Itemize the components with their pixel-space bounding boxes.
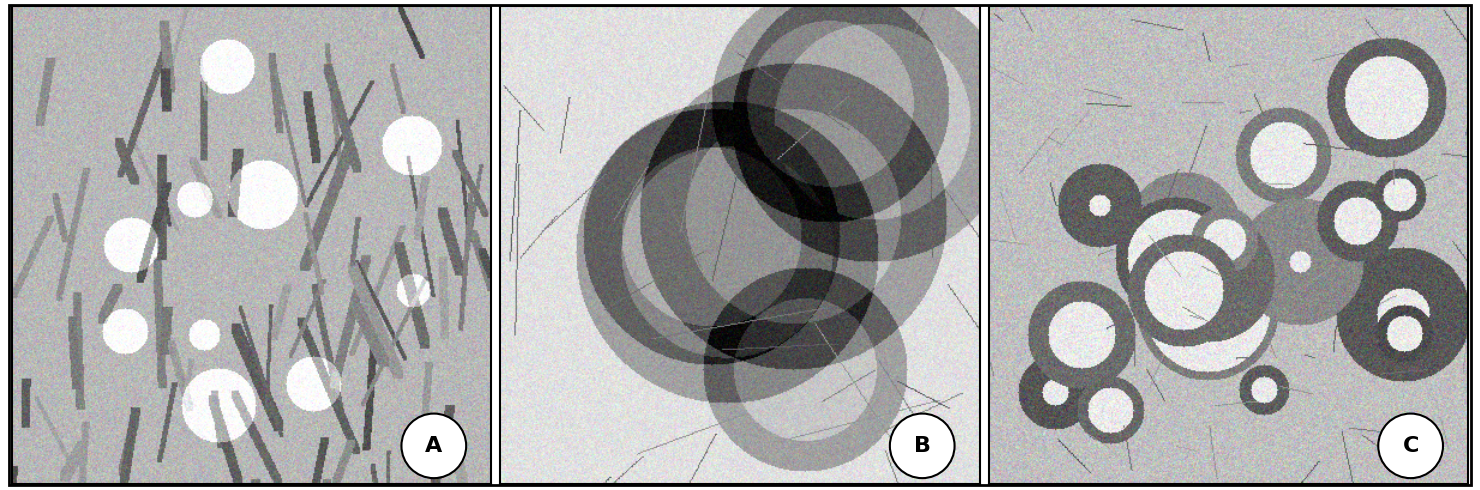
Text: A: A (425, 436, 443, 456)
Circle shape (401, 414, 466, 478)
Circle shape (1378, 414, 1443, 478)
Text: C: C (1403, 436, 1419, 456)
Text: B: B (913, 436, 931, 456)
Circle shape (889, 414, 955, 478)
